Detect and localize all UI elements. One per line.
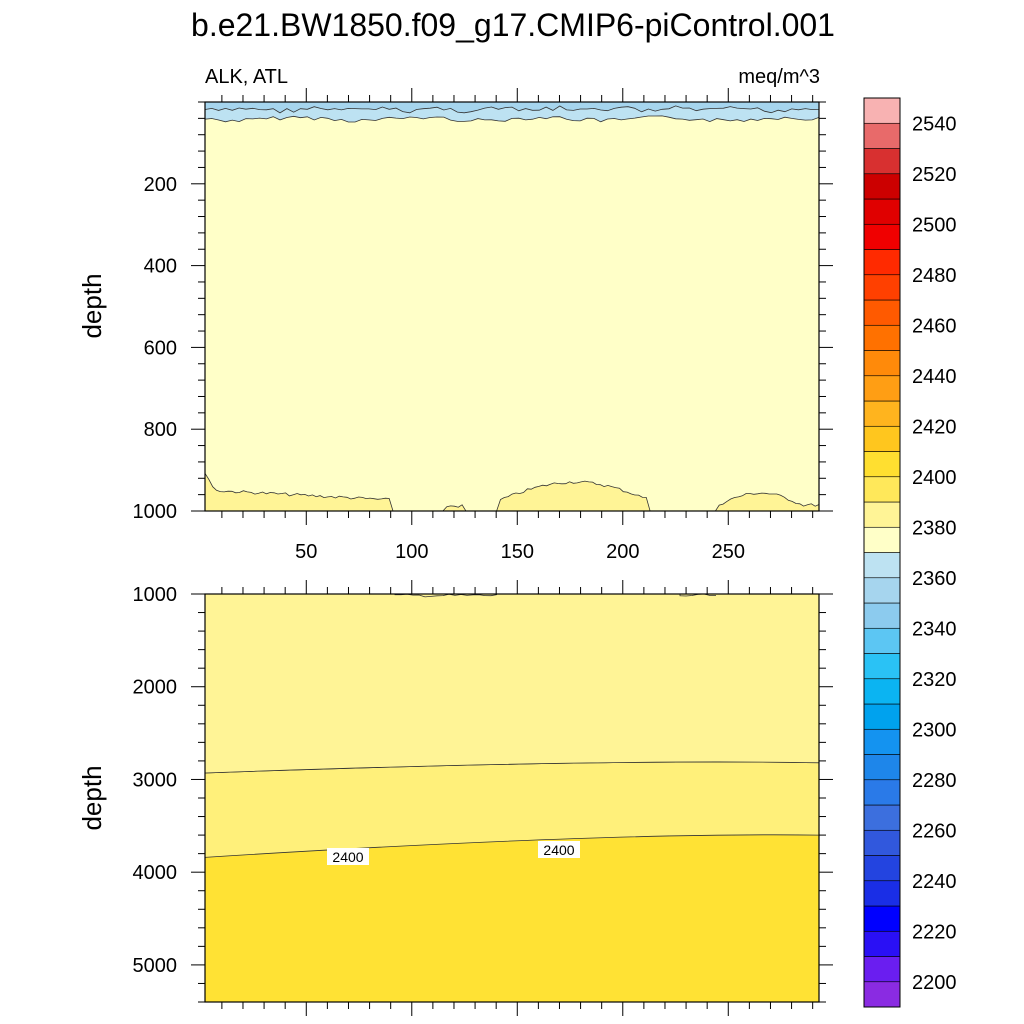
- upper-x-tick-label: 150: [501, 541, 534, 563]
- colorbar-box: [863, 754, 901, 781]
- colorbar-label: 2360: [912, 568, 957, 590]
- colorbar-label: 2400: [912, 467, 957, 489]
- upper-y-axis: 200 400 600 800 1000: [133, 101, 833, 523]
- lower-y-tick-label: 3000: [133, 769, 178, 791]
- colorbar-box: [863, 855, 901, 882]
- colorbar-box: [863, 829, 901, 856]
- colorbar-label: 2440: [912, 366, 957, 388]
- colorbar-box: [863, 804, 901, 831]
- colorbar-box: [863, 400, 901, 427]
- upper-panel: 200 400 600 800 1000 50 100 150 200 250 depth: [77, 88, 833, 563]
- upper-x-tick-label: 200: [606, 541, 639, 563]
- upper-y-tick-label: 200: [144, 174, 177, 196]
- lower-y-tick-label: 5000: [133, 955, 178, 977]
- colorbar-box: [863, 653, 901, 680]
- chart-title: b.e21.BW1850.f09_g17.CMIP6-piControl.001: [191, 7, 835, 43]
- colorbar: 2200 2220 2240 2260 2280 2300 2320 2340 2360 2380…: [863, 97, 957, 1008]
- colorbar-label: 2500: [912, 214, 957, 236]
- upper-y-axis-label: depth: [77, 273, 107, 338]
- colorbar-box: [863, 552, 901, 579]
- colorbar-box: [863, 350, 901, 377]
- colorbar-box: [863, 173, 901, 200]
- colorbar-box: [863, 905, 901, 932]
- upper-y-tick-label: 600: [144, 337, 177, 359]
- colorbar-box: [863, 577, 901, 604]
- colorbar-box: [863, 274, 901, 301]
- lower-x-axis: [221, 580, 814, 1016]
- colorbar-box: [863, 526, 901, 553]
- lower-y-tick-label: 1000: [133, 584, 178, 606]
- colorbar-label: 2240: [912, 871, 957, 893]
- lower-y-tick-label: 2000: [133, 677, 178, 699]
- lower-y-axis-label: depth: [77, 765, 107, 830]
- colorbar-label: 2300: [912, 719, 957, 741]
- colorbar-box: [863, 728, 901, 755]
- left-subtitle: ALK, ATL: [205, 66, 288, 88]
- colorbar-label: 2200: [912, 972, 957, 994]
- colorbar-box: [863, 375, 901, 402]
- upper-fill-bottom-yellow: [204, 472, 820, 512]
- contour-label-left: 2400: [327, 848, 369, 865]
- colorbar-box: [863, 981, 901, 1008]
- lower-fill-light-yellow: [204, 593, 820, 774]
- colorbar-label: 2280: [912, 770, 957, 792]
- lower-y-tick-label: 4000: [133, 862, 178, 884]
- upper-x-axis: 50 100 150 200 250: [221, 88, 814, 563]
- colorbar-box: [863, 97, 901, 124]
- colorbar-box: [863, 249, 901, 276]
- colorbar-box: [863, 501, 901, 528]
- colorbar-label: 2420: [912, 416, 957, 438]
- contour-label-2400-right: 2400: [543, 842, 574, 858]
- lower-y-axis: 1000 2000 3000 4000 5000: [133, 584, 833, 1003]
- upper-x-tick-label: 250: [712, 541, 745, 563]
- colorbar-box: [863, 324, 901, 351]
- contour-label-2400-left: 2400: [332, 849, 363, 865]
- colorbar-box: [863, 602, 901, 629]
- lower-panel: 1000 2000 3000 4000 5000 depth 2400 2400: [77, 580, 833, 1016]
- colorbar-box: [863, 451, 901, 478]
- colorbar-box: [863, 299, 901, 326]
- colorbar-label: 2220: [912, 921, 957, 943]
- colorbar-box: [863, 956, 901, 983]
- upper-y-tick-label: 1000: [133, 501, 178, 523]
- colorbar-box: [863, 627, 901, 654]
- colorbar-label: 2520: [912, 164, 957, 186]
- upper-plot-frame: [204, 101, 820, 512]
- units-subtitle: meq/m^3: [738, 66, 820, 88]
- colorbar-label: 2260: [912, 820, 957, 842]
- upper-fill-surface-blue-dark: [204, 101, 820, 114]
- colorbar-label: 2460: [912, 315, 957, 337]
- upper-x-tick-label: 100: [395, 541, 428, 563]
- colorbar-frame: [863, 97, 901, 1008]
- colorbar-box: [863, 678, 901, 705]
- upper-x-tick-label: 50: [295, 541, 317, 563]
- colorbar-box: [863, 930, 901, 957]
- colorbar-box: [863, 779, 901, 806]
- colorbar-box: [863, 223, 901, 250]
- colorbar-box: [863, 880, 901, 907]
- colorbar-box: [863, 703, 901, 730]
- colorbar-label: 2320: [912, 669, 957, 691]
- colorbar-box: [863, 476, 901, 503]
- colorbar-label: 2380: [912, 517, 957, 539]
- upper-fill-pale-yellow: [205, 102, 819, 511]
- colorbar-box: [863, 122, 901, 149]
- upper-y-tick-label: 800: [144, 419, 177, 441]
- colorbar-label: 2480: [912, 265, 957, 287]
- contour-label-right: 2400: [538, 841, 580, 858]
- upper-y-tick-label: 400: [144, 256, 177, 278]
- colorbar-box: [863, 198, 901, 225]
- colorbar-label: 2340: [912, 618, 957, 640]
- colorbar-box: [863, 148, 901, 175]
- colorbar-label: 2540: [912, 113, 957, 135]
- colorbar-box: [863, 425, 901, 452]
